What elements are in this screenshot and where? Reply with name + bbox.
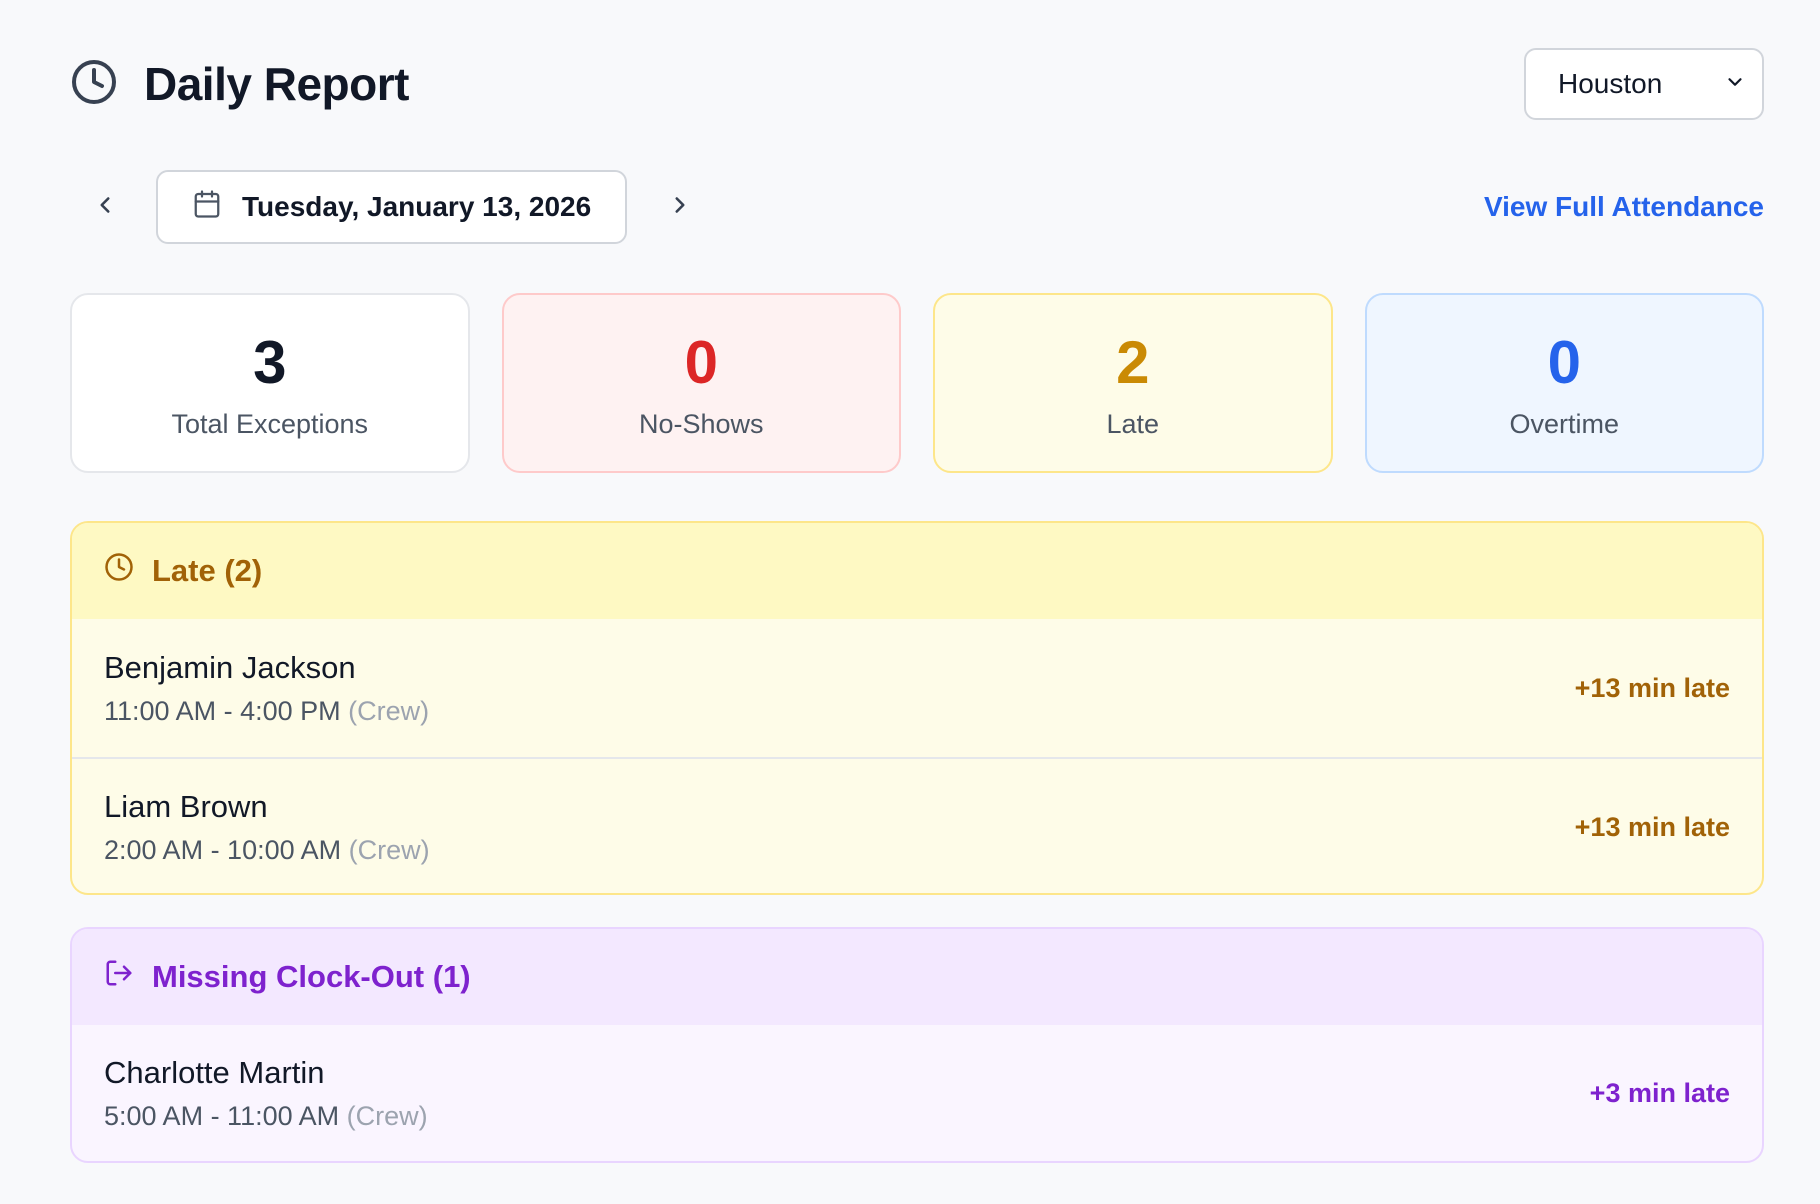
stat-value: 2 [1116,328,1150,396]
calendar-icon [192,189,222,226]
location-selected-value: Houston [1558,68,1663,99]
date-navigation: Tuesday, January 13, 2026 View Full Atte… [70,170,1764,244]
missing-clock-out-section: Missing Clock-Out (1) Charlotte Martin 5… [70,927,1764,1163]
stat-value: 3 [253,328,287,396]
late-badge: +13 min late [1574,672,1730,703]
page-header: Daily Report Houston [70,48,1764,120]
previous-day-button[interactable] [70,170,140,244]
stat-label: Late [1106,408,1160,439]
shift-time: 2:00 AM - 10:00 AM (Crew) [104,835,430,866]
shift-hours: 5:00 AM - 11:00 AM [104,1100,340,1131]
shift-time: 11:00 AM - 4:00 PM (Crew) [104,696,429,727]
stat-card-late: 2 Late [933,293,1333,473]
late-badge: +3 min late [1589,1077,1730,1108]
clock-icon [70,58,118,111]
page-title: Daily Report [144,58,409,110]
shift-hours: 11:00 AM - 4:00 PM [104,695,341,726]
employee-name: Charlotte Martin [104,1054,325,1090]
chevron-down-icon [1724,68,1746,100]
employee-role: (Crew) [346,1100,428,1131]
list-item[interactable]: Benjamin Jackson 11:00 AM - 4:00 PM (Cre… [72,619,1762,757]
missing-clock-out-section-header: Missing Clock-Out (1) [72,929,1762,1025]
stat-card-overtime: 0 Overtime [1364,293,1764,473]
shift-time: 5:00 AM - 11:00 AM (Crew) [104,1101,428,1132]
stat-value: 0 [1547,328,1581,396]
stat-label: Overtime [1509,408,1620,439]
employee-info: Benjamin Jackson 11:00 AM - 4:00 PM (Cre… [104,650,429,727]
stat-card-total-exceptions: 3 Total Exceptions [70,293,470,473]
stats-row: 3 Total Exceptions 0 No-Shows 2 Late 0 O… [70,293,1764,473]
list-item[interactable]: Charlotte Martin 5:00 AM - 11:00 AM (Cre… [72,1025,1762,1161]
employee-role: (Crew) [348,834,430,865]
shift-hours: 2:00 AM - 10:00 AM [104,834,342,865]
chevron-right-icon [667,192,693,223]
log-out-icon [104,958,134,996]
missing-clock-out-section-title: Missing Clock-Out (1) [152,959,471,994]
stat-card-no-shows: 0 No-Shows [501,293,901,473]
late-section-title: Late (2) [152,553,263,588]
late-section: Late (2) Benjamin Jackson 11:00 AM - 4:0… [70,521,1764,895]
date-picker-button[interactable]: Tuesday, January 13, 2026 [156,170,628,244]
employee-name: Liam Brown [104,788,268,824]
view-full-attendance-link[interactable]: View Full Attendance [1483,191,1764,222]
location-select[interactable]: Houston [1524,48,1764,120]
next-day-button[interactable] [645,170,715,244]
stat-label: No-Shows [638,408,764,439]
clock-icon [104,552,134,590]
stat-label: Total Exceptions [171,408,369,439]
selected-date: Tuesday, January 13, 2026 [242,191,592,222]
employee-info: Liam Brown 2:00 AM - 10:00 AM (Crew) [104,789,430,866]
employee-name: Benjamin Jackson [104,649,356,685]
stat-value: 0 [684,328,718,396]
date-controls: Tuesday, January 13, 2026 [70,170,715,244]
employee-info: Charlotte Martin 5:00 AM - 11:00 AM (Cre… [104,1055,428,1132]
list-item[interactable]: Liam Brown 2:00 AM - 10:00 AM (Crew) +13… [72,757,1762,893]
employee-role: (Crew) [348,695,430,726]
late-section-header: Late (2) [72,523,1762,619]
chevron-left-icon [92,192,118,223]
late-badge: +13 min late [1574,811,1730,842]
title-group: Daily Report [70,57,409,111]
